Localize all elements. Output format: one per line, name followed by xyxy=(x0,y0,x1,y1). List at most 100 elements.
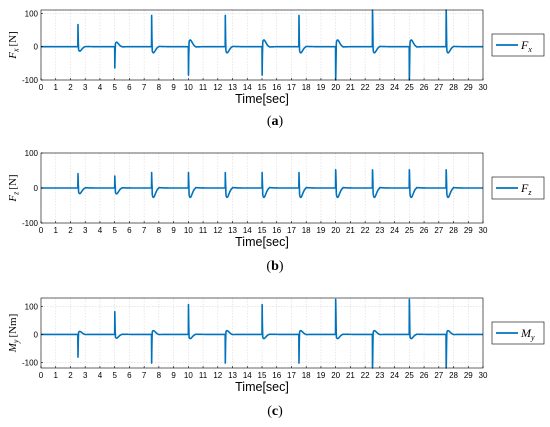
x-tick-label: 24 xyxy=(390,371,399,380)
x-tick-label: 4 xyxy=(98,371,103,380)
x-tick-label: 7 xyxy=(142,83,147,92)
y-tick-label: 100 xyxy=(25,302,39,311)
x-tick-label: 17 xyxy=(287,371,296,380)
y-label-sub: x xyxy=(12,48,21,53)
x-tick-label: 21 xyxy=(346,83,355,92)
x-tick-label: 26 xyxy=(420,83,429,92)
x-tick-label: 14 xyxy=(243,371,252,380)
grid xyxy=(40,152,484,224)
x-tick-label: 27 xyxy=(434,83,443,92)
chart-panel-c: 0 1 2 3 4 5 6 7 8 9 10 11 12 13 14 15 16 17 18 19 20 21 22 23 24… xyxy=(7,297,545,394)
x-tick-label: 7 xyxy=(142,371,147,380)
x-tick-label: 7 xyxy=(142,226,147,235)
x-tick-label: 18 xyxy=(302,83,311,92)
y-tick-label: -100 xyxy=(22,219,39,228)
x-tick-label: 28 xyxy=(449,83,458,92)
y-tick-label: 0 xyxy=(34,330,39,339)
x-tick-label: 11 xyxy=(199,226,208,235)
series-line xyxy=(40,168,484,199)
x-tick-label: 9 xyxy=(171,226,176,235)
x-tick-label: 20 xyxy=(331,226,340,235)
x-tick-label: 14 xyxy=(243,226,252,235)
x-tick-label: 10 xyxy=(184,226,193,235)
x-tick-label: 15 xyxy=(258,83,267,92)
x-tick-label: 23 xyxy=(375,226,384,235)
x-tick-label: 26 xyxy=(420,371,429,380)
x-tick-label: 30 xyxy=(479,83,488,92)
x-tick-label: 20 xyxy=(331,83,340,92)
x-tick-label: 14 xyxy=(243,83,252,92)
x-tick-label: 22 xyxy=(361,226,370,235)
legend-label-main: F xyxy=(520,181,529,195)
x-tick-label: 15 xyxy=(258,226,267,235)
panel-caption-c: (c) xyxy=(267,404,283,419)
y-label-sub: z xyxy=(12,191,21,196)
x-tick-label: 16 xyxy=(272,226,281,235)
x-tick-label: 25 xyxy=(405,226,414,235)
x-tick-label: 11 xyxy=(199,371,208,380)
x-tick-label: 4 xyxy=(98,226,103,235)
legend-label-sub: z xyxy=(527,188,532,197)
x-tick-label: 1 xyxy=(54,371,59,380)
chart-panel-a: 0 1 2 3 4 5 6 7 8 9 10 11 12 13 14 15 16 17 18 19 20 21 22 23 24… xyxy=(7,9,545,106)
legend-label-main: M xyxy=(520,326,532,340)
legend-label-sub: x xyxy=(527,45,532,54)
y-tick-label: 0 xyxy=(34,43,39,52)
x-axis-label: Time[sec] xyxy=(235,235,289,249)
legend: Fx xyxy=(491,33,545,57)
x-tick-label: 13 xyxy=(228,83,237,92)
panel-caption-a: (a) xyxy=(266,114,284,129)
x-tick-label: 13 xyxy=(228,371,237,380)
y-label-main: M xyxy=(7,342,19,353)
y-tick-label: -100 xyxy=(22,358,39,367)
x-tick-label: 0 xyxy=(39,226,44,235)
x-axis-label: Time[sec] xyxy=(235,380,289,394)
x-tick-label: 25 xyxy=(405,371,414,380)
x-tick-label: 3 xyxy=(83,371,88,380)
chart-panel-b: 0 1 2 3 4 5 6 7 8 9 10 11 12 13 14 15 16 17 18 19 20 21 22 23 24… xyxy=(7,149,545,249)
x-tick-label: 30 xyxy=(479,226,488,235)
x-tick-label: 27 xyxy=(434,371,443,380)
x-tick-label: 1 xyxy=(54,226,59,235)
y-label-unit: [Nm] xyxy=(7,314,19,338)
x-tick-label: 17 xyxy=(287,226,296,235)
x-tick-label: 9 xyxy=(171,83,176,92)
legend: My xyxy=(491,321,545,345)
y-label-main: F xyxy=(7,195,19,203)
y-tick-label: 100 xyxy=(25,149,39,158)
legend: Fz xyxy=(491,176,545,200)
x-tick-label: 3 xyxy=(83,83,88,92)
x-tick-label: 27 xyxy=(434,226,443,235)
x-tick-label: 8 xyxy=(157,83,162,92)
legend-label: My xyxy=(520,326,535,342)
y-label-main: F xyxy=(7,52,19,60)
x-tick-label: 10 xyxy=(184,371,193,380)
x-tick-label: 2 xyxy=(68,226,73,235)
x-tick-label: 8 xyxy=(157,371,162,380)
x-tick-label: 19 xyxy=(316,371,325,380)
x-tick-label: 3 xyxy=(83,226,88,235)
x-tick-label: 12 xyxy=(213,371,222,380)
legend-label: Fz xyxy=(520,181,532,197)
x-tick-label: 23 xyxy=(375,83,384,92)
x-tick-label: 12 xyxy=(213,226,222,235)
x-tick-label: 6 xyxy=(127,83,132,92)
x-tick-label: 1 xyxy=(54,83,59,92)
x-tick-label: 24 xyxy=(390,83,399,92)
x-tick-label: 29 xyxy=(464,226,473,235)
x-tick-label: 25 xyxy=(405,83,414,92)
x-tick-label: 28 xyxy=(449,226,458,235)
x-tick-label: 2 xyxy=(68,83,73,92)
x-tick-label: 6 xyxy=(127,371,132,380)
x-tick-label: 23 xyxy=(375,371,384,380)
x-tick-label: 5 xyxy=(112,226,117,235)
x-tick-label: 30 xyxy=(479,371,488,380)
x-tick-label: 6 xyxy=(127,226,132,235)
x-tick-label: 28 xyxy=(449,371,458,380)
x-tick-label: 12 xyxy=(213,83,222,92)
x-tick-label: 5 xyxy=(112,83,117,92)
x-tick-label: 0 xyxy=(39,371,44,380)
x-tick-label: 19 xyxy=(316,226,325,235)
x-tick-label: 17 xyxy=(287,83,296,92)
y-label-sub: y xyxy=(12,339,21,344)
